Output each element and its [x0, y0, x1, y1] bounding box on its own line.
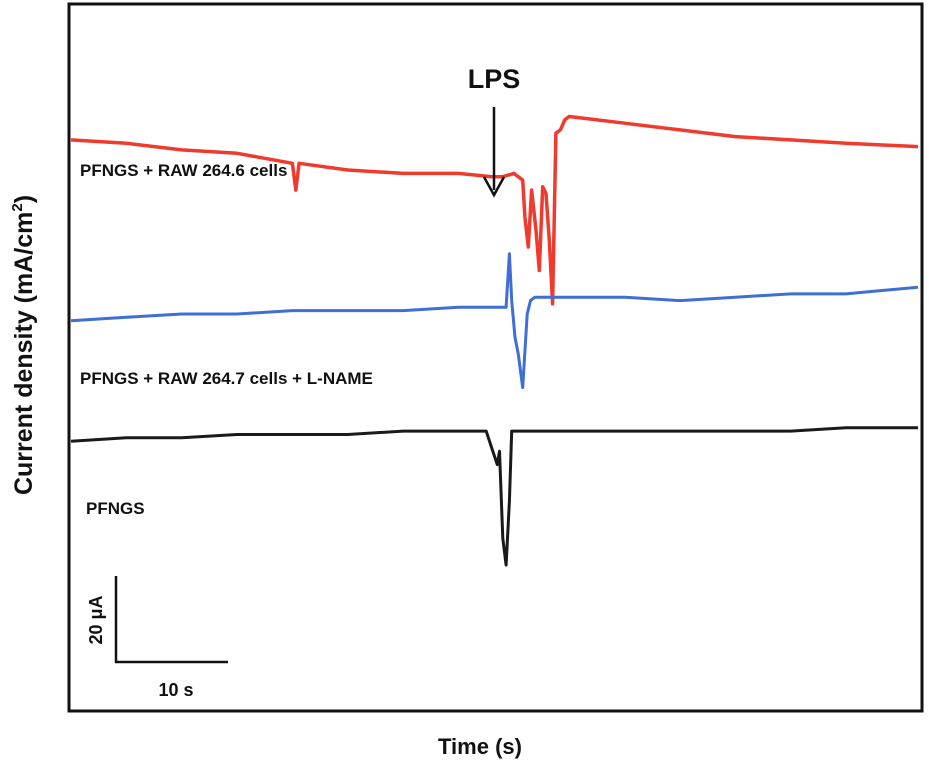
series-label-pfngs: PFNGS: [86, 499, 145, 518]
y-axis-label-main: Current density (mA/cm: [10, 212, 38, 495]
lps-arrow: [482, 107, 506, 198]
scale-bar-x-label: 10 s: [158, 680, 193, 700]
plot-frame: [67, 2, 924, 713]
y-axis-label-superscript: 2: [9, 203, 26, 211]
series-layer: [70, 114, 919, 567]
series-label-raw-264-6: PFNGS + RAW 264.6 cells: [80, 161, 287, 180]
series-line-raw-264-7-lname: [70, 252, 919, 390]
x-axis-label: Time (s): [438, 734, 522, 759]
y-axis-label: Current density (mA/cm2): [9, 195, 38, 495]
lps-annotation-label: LPS: [468, 64, 521, 94]
series-label-raw-264-7-lname: PFNGS + RAW 264.7 cells + L-NAME: [80, 369, 373, 388]
series-line-pfngs: [70, 426, 918, 567]
series-line-raw-264-6: [70, 114, 919, 306]
y-axis-label-end: ): [10, 195, 38, 203]
scale-bar: [114, 576, 228, 664]
scale-bar-y-label: 20 μA: [86, 595, 106, 644]
